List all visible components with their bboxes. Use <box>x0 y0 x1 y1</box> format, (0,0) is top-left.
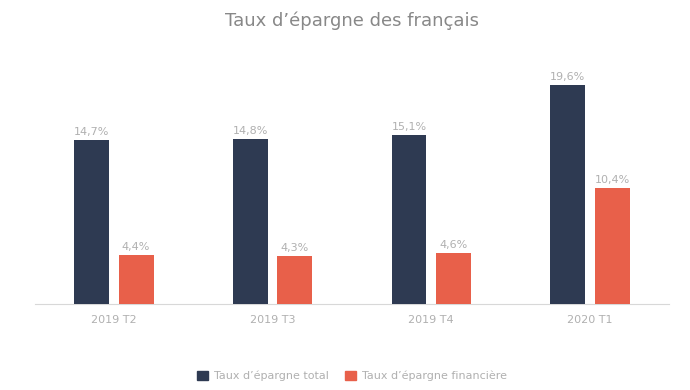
Text: 14,7%: 14,7% <box>74 127 109 137</box>
Bar <box>436 253 471 304</box>
Text: 4,6%: 4,6% <box>440 240 468 250</box>
Text: 10,4%: 10,4% <box>595 175 630 185</box>
Legend: Taux d’épargne total, Taux d’épargne financière: Taux d’épargne total, Taux d’épargne fin… <box>197 370 507 381</box>
Title: Taux d’épargne des français: Taux d’épargne des français <box>225 11 479 30</box>
Text: 19,6%: 19,6% <box>550 72 585 82</box>
Bar <box>233 138 268 304</box>
Text: 15,1%: 15,1% <box>391 122 426 133</box>
Bar <box>595 188 629 304</box>
Bar <box>551 85 585 304</box>
Text: 4,3%: 4,3% <box>281 243 309 253</box>
Text: 4,4%: 4,4% <box>122 242 150 252</box>
Bar <box>75 140 109 304</box>
Bar <box>277 256 312 304</box>
Bar <box>391 135 426 304</box>
Text: 14,8%: 14,8% <box>233 126 268 136</box>
Bar <box>119 255 153 304</box>
